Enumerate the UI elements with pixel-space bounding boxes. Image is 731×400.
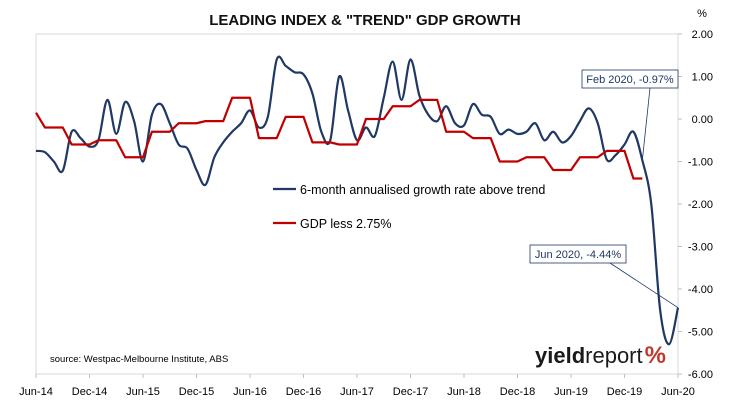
- x-tick-label: Dec-18: [500, 386, 535, 398]
- y-axis: 2.00 1.00 0.00 -1.00 -2.00 -3.00 -4.00 -5.00 -6.…: [678, 29, 713, 381]
- source-note: source: Westpac-Melbourne Institute, ABS: [50, 354, 228, 365]
- x-tick-label: Dec-15: [179, 386, 214, 398]
- y-tick-label: -5.00: [688, 327, 713, 339]
- x-tick-label: Jun-14: [19, 386, 53, 398]
- x-tick-label: Jun-19: [554, 386, 588, 398]
- y-tick-label: 1.00: [692, 72, 713, 84]
- x-axis: Jun-14 Dec-14 Jun-15 Dec-15 Jun-16 Dec-16 Jun-…: [19, 374, 695, 398]
- legend-label-gdp: GDP less 2.75%: [300, 217, 391, 231]
- y-tick-label: -4.00: [688, 284, 713, 296]
- x-tick-label: Dec-17: [393, 386, 428, 398]
- annotation-label: Jun 2020, -4.44%: [535, 249, 621, 261]
- x-tick-label: Dec-19: [607, 386, 642, 398]
- annotation-leader: [609, 262, 679, 309]
- annotation-leader: [641, 87, 651, 161]
- y-tick-label: -1.00: [688, 157, 713, 169]
- brand-logo: yieldreport%: [535, 342, 666, 369]
- brand-wordmark: yieldreport%: [535, 342, 666, 369]
- annotation-box: [581, 69, 679, 89]
- x-tick-label: Jun-18: [447, 386, 481, 398]
- annotation-feb-2020: Feb 2020, -0.97%: [581, 69, 679, 161]
- annotation-box: [529, 244, 627, 264]
- x-tick-label: Jun-17: [340, 386, 374, 398]
- y-tick-label: 2.00: [692, 29, 713, 41]
- annotation-jun-2020: Jun 2020, -4.44%: [529, 244, 679, 309]
- y-axis-unit: %: [697, 8, 707, 20]
- annotation-label: Feb 2020, -0.97%: [586, 74, 674, 86]
- x-tick-label: Dec-14: [72, 386, 107, 398]
- y-tick-label: 0.00: [692, 114, 713, 126]
- legend: 6-month annualised growth rate above tre…: [273, 183, 545, 231]
- y-tick-label: -6.00: [688, 369, 713, 381]
- x-tick-label: Dec-16: [286, 386, 321, 398]
- chart-title: LEADING INDEX & "TREND" GDP GROWTH: [209, 12, 520, 29]
- x-tick-label: Jun-20: [661, 386, 695, 398]
- y-tick-label: -2.00: [688, 199, 713, 211]
- series-line-gdp: [35, 96, 643, 180]
- x-tick-label: Jun-16: [233, 386, 267, 398]
- series-layer: [35, 55, 680, 346]
- y-tick-label: -3.00: [688, 242, 713, 254]
- x-tick-label: Jun-15: [126, 386, 160, 398]
- series-line-growth: [35, 55, 680, 346]
- legend-label-growth: 6-month annualised growth rate above tre…: [300, 183, 545, 197]
